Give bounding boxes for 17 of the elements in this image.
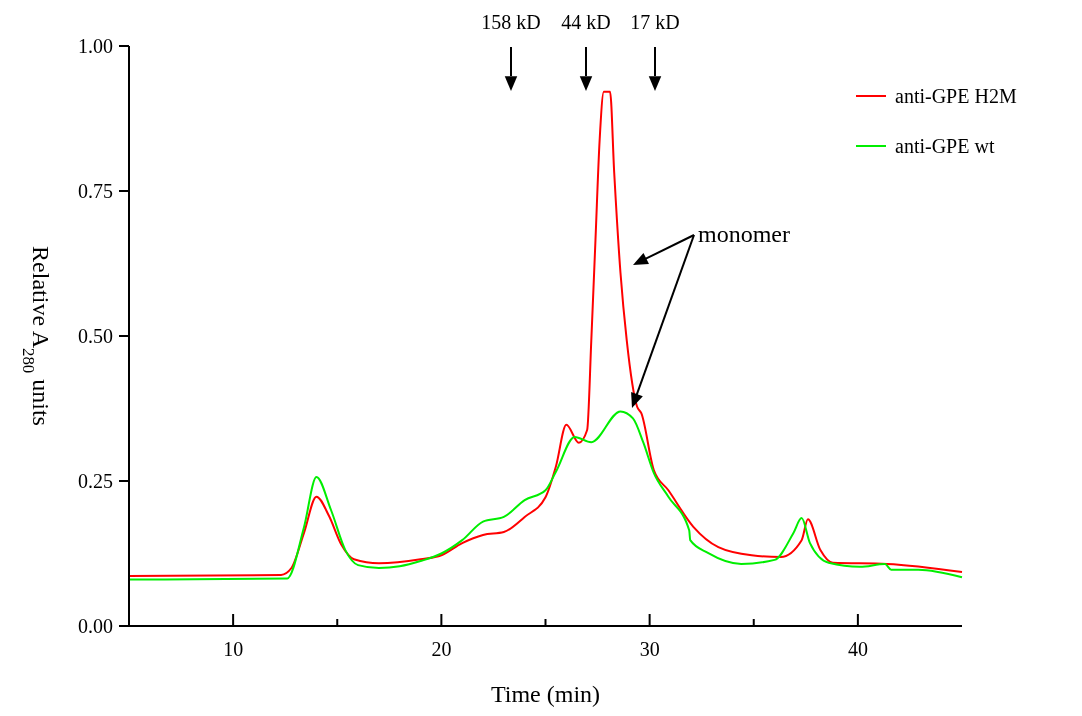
legend-label: anti-GPE wt xyxy=(895,135,995,157)
text: 44 kD xyxy=(561,11,611,33)
y-tick-label: 0.75 xyxy=(78,180,113,202)
x-tick-label: 30 xyxy=(639,638,660,660)
line-series xyxy=(128,410,963,581)
y-tick-label: 0.00 xyxy=(78,615,113,637)
y-tick-label: 0.50 xyxy=(78,325,113,347)
legend-label: anti-GPE H2M xyxy=(895,85,1017,107)
y-tick-label: 0.25 xyxy=(78,470,113,492)
text: 17 kD xyxy=(630,11,680,33)
annotation: monomer xyxy=(698,221,790,247)
text: 158 kD xyxy=(481,11,541,33)
x-tick-label: 20 xyxy=(431,638,452,660)
x-tick-label: 10 xyxy=(223,638,244,660)
x-axis-title: Time (min) xyxy=(490,681,601,707)
y-tick-label: 1.00 xyxy=(78,35,113,57)
x-tick-label: 40 xyxy=(847,638,868,660)
